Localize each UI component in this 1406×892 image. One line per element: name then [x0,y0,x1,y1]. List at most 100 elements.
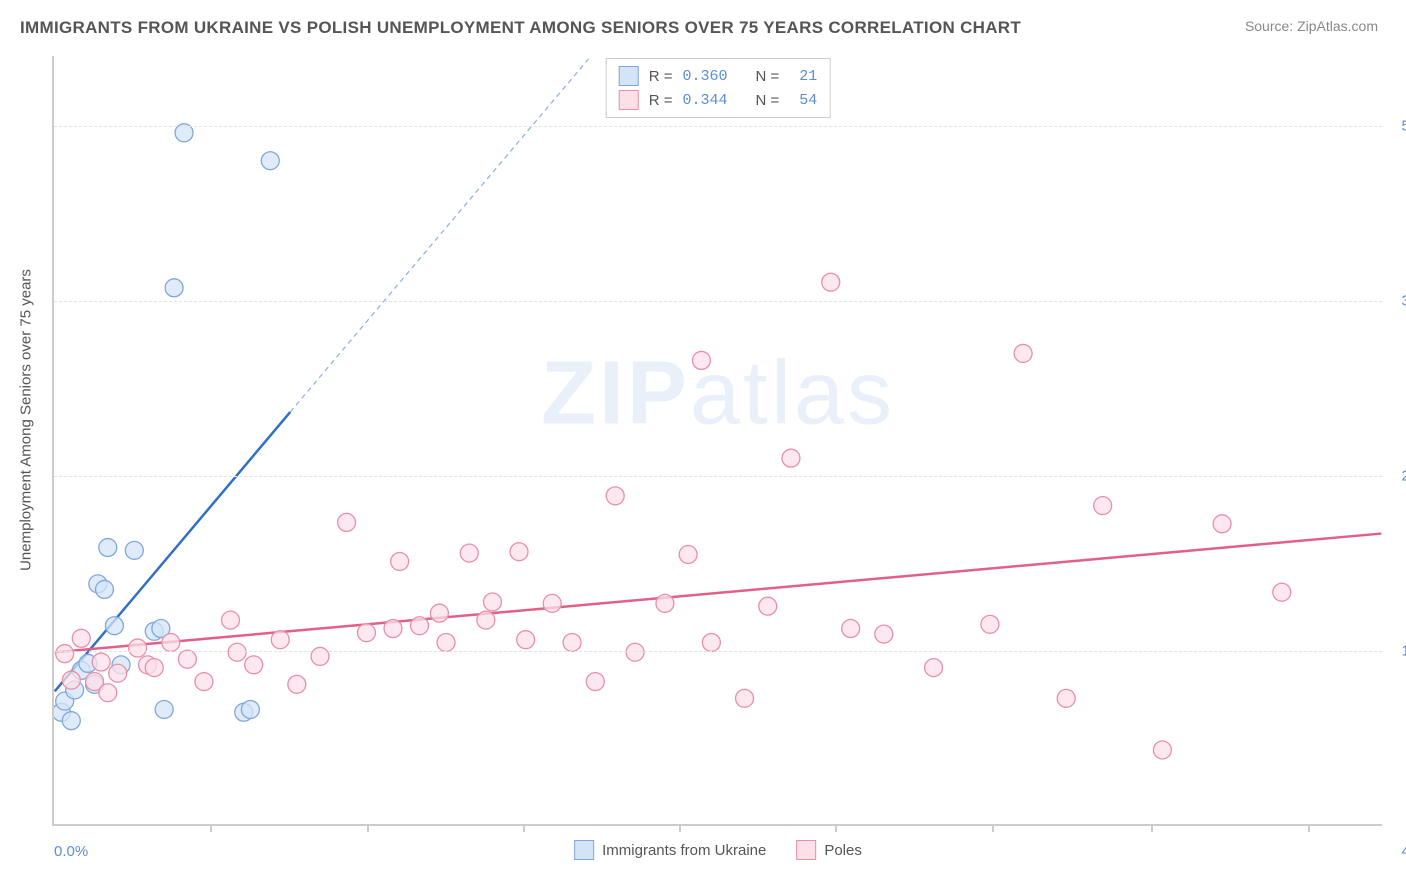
scatter-point [925,659,943,677]
scatter-point [1094,497,1112,515]
source-attribution: Source: ZipAtlas.com [1245,18,1378,34]
legend-n-value: 21 [789,68,817,85]
scatter-point [460,544,478,562]
scatter-point [178,650,196,668]
x-tick-label: 0.0% [54,843,88,860]
series-legend-label: Immigrants from Ukraine [602,842,766,859]
scatter-point [95,580,113,598]
scatter-point [384,620,402,638]
scatter-point [510,543,528,561]
legend-n-label: N = [756,68,780,85]
series-legend-item: Poles [796,840,862,860]
scatter-point [288,675,306,693]
y-tick-label: 12.5% [1401,643,1406,660]
legend-r-value: 0.360 [682,68,727,85]
trend-line [55,534,1382,653]
x-tick [679,824,681,832]
series-legend-item: Immigrants from Ukraine [574,840,766,860]
x-tick [835,824,837,832]
source-prefix: Source: [1245,18,1297,34]
scatter-point [145,622,163,640]
legend-swatch [796,840,816,860]
scatter-point [477,611,495,629]
scatter-point [72,629,90,647]
scatter-point [165,279,183,297]
scatter-point [484,593,502,611]
trend-line-extrapolated [290,59,588,412]
y-tick-label: 25.0% [1401,468,1406,485]
scatter-point [152,620,170,638]
legend-swatch [574,840,594,860]
scatter-point [391,553,409,571]
scatter-point [271,631,289,649]
scatter-point [606,487,624,505]
gridline-h [54,301,1382,302]
scatter-point [129,639,147,657]
scatter-point [139,656,157,674]
scatter-svg-layer [54,56,1382,824]
x-tick [367,824,369,832]
scatter-point [517,631,535,649]
watermark-light: atlas [690,343,895,443]
gridline-h [54,651,1382,652]
scatter-point [86,675,104,693]
scatter-point [241,701,259,719]
scatter-point [1057,689,1075,707]
source-value: ZipAtlas.com [1297,18,1378,34]
scatter-point [543,594,561,612]
scatter-point [338,513,356,531]
scatter-point [99,684,117,702]
scatter-point [1213,515,1231,533]
scatter-point [109,664,127,682]
x-tick [1308,824,1310,832]
scatter-point [679,546,697,564]
correlation-legend: R =0.360N =21R =0.344N =54 [606,58,831,118]
scatter-point [195,673,213,691]
scatter-point [92,653,110,671]
scatter-point [99,539,117,557]
gridline-h [54,476,1382,477]
x-tick [523,824,525,832]
scatter-point [145,659,163,677]
watermark-logo: ZIPatlas [541,342,895,445]
scatter-point [112,656,130,674]
legend-n-value: 54 [789,92,817,109]
x-tick [1151,824,1153,832]
scatter-point [822,273,840,291]
scatter-point [759,597,777,615]
chart-title: IMMIGRANTS FROM UKRAINE VS POLISH UNEMPL… [20,18,1021,38]
scatter-point [56,645,74,663]
gridline-h [54,126,1382,127]
correlation-legend-row: R =0.344N =54 [619,88,818,112]
legend-n-label: N = [756,92,780,109]
series-legend-label: Poles [824,842,862,859]
scatter-point [56,692,74,710]
scatter-point [62,671,80,689]
chart-plot-area: ZIPatlas R =0.360N =21R =0.344N =54 Immi… [52,56,1382,826]
scatter-point [228,643,246,661]
scatter-point [162,633,180,651]
y-tick-label: 50.0% [1401,118,1406,135]
y-axis-label: Unemployment Among Seniors over 75 years [18,269,35,571]
scatter-point [245,656,263,674]
y-tick-label: 37.5% [1401,293,1406,310]
trend-line [55,412,290,691]
legend-swatch [619,90,639,110]
scatter-point [86,673,104,691]
correlation-legend-row: R = 0.360 N = 21 [619,64,818,88]
scatter-point [1014,344,1032,362]
scatter-point [222,611,240,629]
scatter-point [62,712,80,730]
scatter-point [235,703,253,721]
watermark-bold: ZIP [541,343,690,443]
scatter-point [736,689,754,707]
x-tick [992,824,994,832]
scatter-point [430,604,448,622]
scatter-point [626,643,644,661]
scatter-point [357,624,375,642]
scatter-point [411,617,429,635]
scatter-point [563,633,581,651]
x-tick-label: 40.0% [1401,843,1406,860]
scatter-point [842,620,860,638]
legend-r-label: R = [649,68,673,85]
